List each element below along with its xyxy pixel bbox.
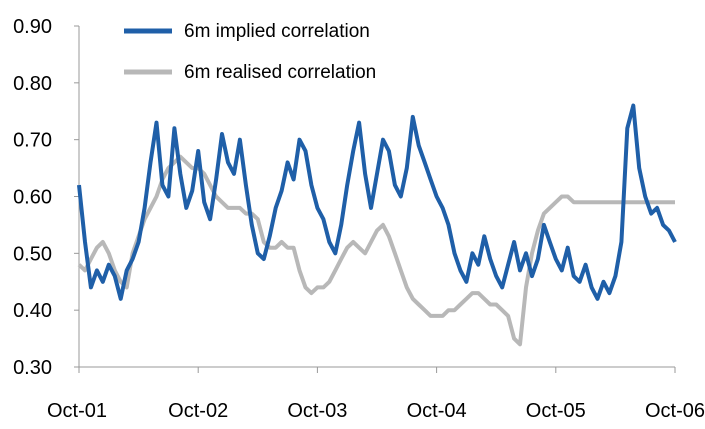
x-tick-label: Oct-02 xyxy=(168,400,228,422)
legend-label-implied: 6m implied correlation xyxy=(184,21,370,42)
y-tick-label: 0.30 xyxy=(13,357,52,379)
legend-label-realised: 6m realised correlation xyxy=(184,62,376,83)
x-tick-label: Oct-01 xyxy=(47,400,107,422)
y-tick-label: 0.40 xyxy=(13,300,52,322)
series-line-implied xyxy=(77,103,677,301)
y-axis-ticks: 0.30 0.40 0.50 0.60 0.70 0.80 0.90 xyxy=(13,16,79,379)
y-tick-label: 0.60 xyxy=(13,187,52,209)
y-tick-label: 0.50 xyxy=(13,243,52,265)
y-tick-label: 0.70 xyxy=(13,130,52,152)
x-tick-label: Oct-06 xyxy=(645,400,705,422)
y-tick-label: 0.80 xyxy=(13,73,52,95)
series-layer xyxy=(77,103,677,347)
legend: 6m implied correlation 6m realised corre… xyxy=(124,21,376,83)
x-axis-ticks: Oct-01 Oct-02 Oct-03 Oct-04 Oct-05 Oct-06 xyxy=(47,367,705,422)
x-tick-label: Oct-05 xyxy=(526,400,586,422)
x-tick-label: Oct-03 xyxy=(287,400,347,422)
y-tick-label: 0.90 xyxy=(13,16,52,38)
x-tick-label: Oct-04 xyxy=(407,400,467,422)
